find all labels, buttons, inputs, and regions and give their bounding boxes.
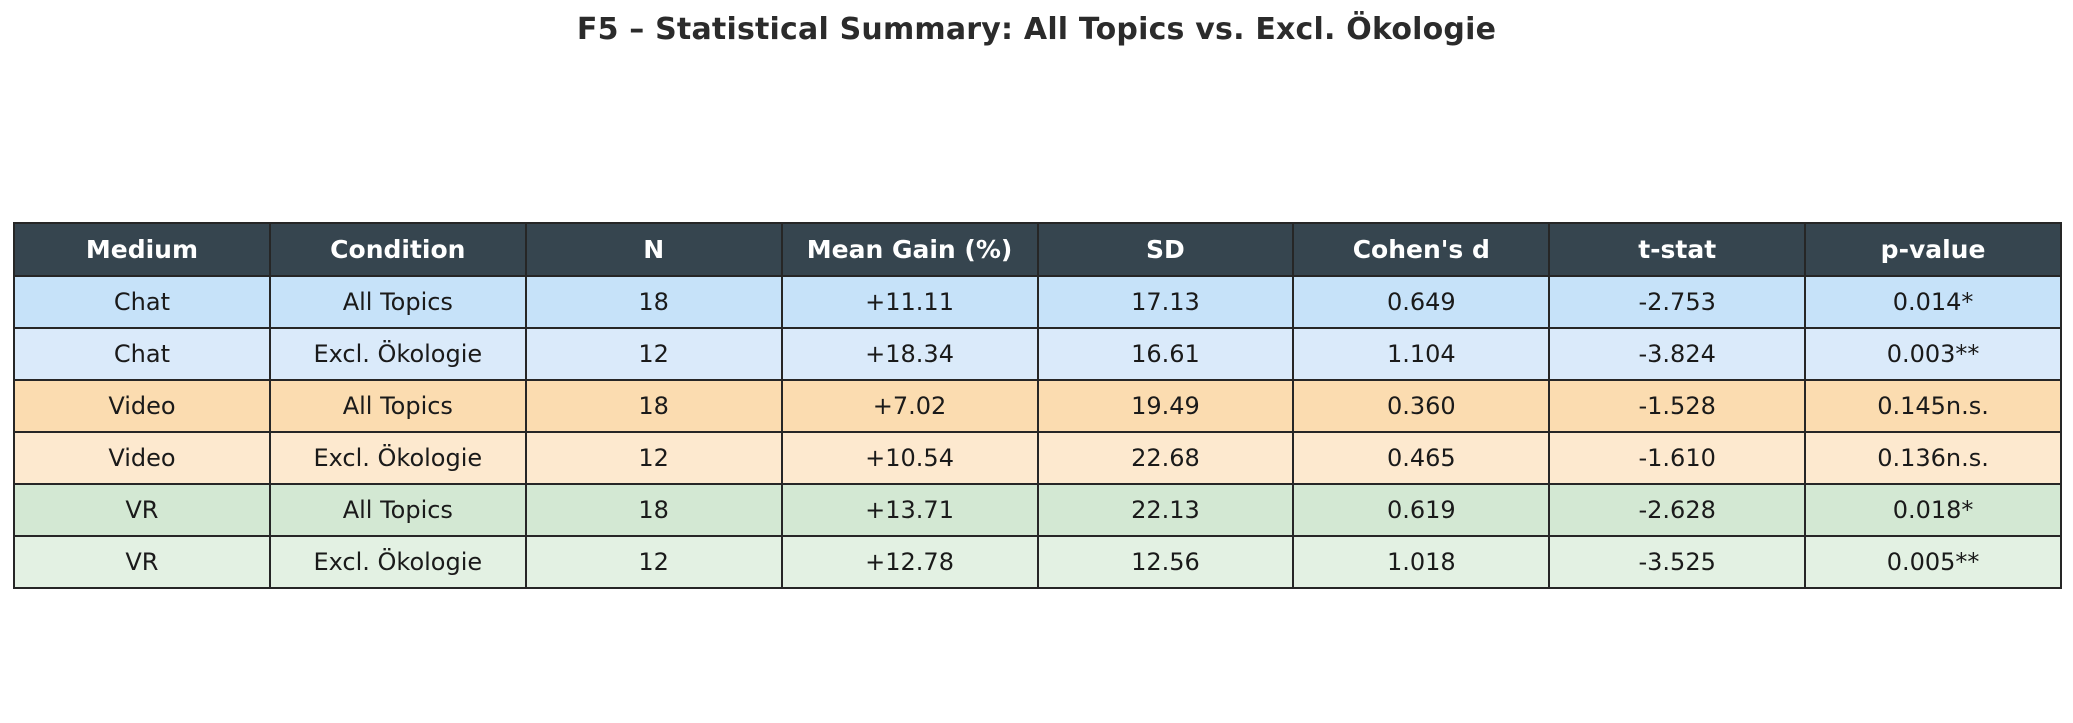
cell-mean-gain: +13.71 [780,483,1039,537]
cell-t-stat: -1.528 [1548,379,1807,433]
table-row-vr-all-topics: VR All Topics 18 +13.71 22.13 0.619 -2.6… [13,483,2062,537]
cell-cohens-d: 1.018 [1292,535,1551,589]
cell-condition: Excl. Ökologie [268,535,527,589]
cell-cohens-d: 0.465 [1292,431,1551,485]
cell-mean-gain: +10.54 [780,431,1039,485]
cell-medium: VR [13,483,271,537]
cell-mean-gain: +11.11 [780,275,1039,329]
cell-medium: Chat [13,275,271,329]
cell-condition: Excl. Ökologie [268,431,527,485]
cell-condition: All Topics [268,379,527,433]
cell-medium: VR [13,535,271,589]
cell-n: 12 [524,327,783,381]
column-header-n: N [524,222,783,277]
cell-condition: All Topics [268,483,527,537]
cell-cohens-d: 1.104 [1292,327,1551,381]
cell-sd: 22.13 [1036,483,1295,537]
column-header-p-value: p-value [1804,222,2062,277]
cell-condition: Excl. Ökologie [268,327,527,381]
cell-sd: 16.61 [1036,327,1295,381]
column-header-t-stat: t-stat [1548,222,1807,277]
cell-n: 18 [524,379,783,433]
cell-sd: 12.56 [1036,535,1295,589]
cell-cohens-d: 0.360 [1292,379,1551,433]
cell-t-stat: -3.824 [1548,327,1807,381]
table-row-video-all-topics: Video All Topics 18 +7.02 19.49 0.360 -1… [13,379,2062,433]
cell-cohens-d: 0.649 [1292,275,1551,329]
cell-p-value: 0.005** [1804,535,2062,589]
figure-title: F5 – Statistical Summary: All Topics vs.… [576,12,1497,47]
cell-mean-gain: +18.34 [780,327,1039,381]
cell-medium: Video [13,431,271,485]
cell-sd: 19.49 [1036,379,1295,433]
cell-p-value: 0.136n.s. [1804,431,2062,485]
cell-medium: Chat [13,327,271,381]
cell-medium: Video [13,379,271,433]
cell-p-value: 0.003** [1804,327,2062,381]
cell-cohens-d: 0.619 [1292,483,1551,537]
table-body: Chat All Topics 18 +11.11 17.13 0.649 -2… [13,275,2062,589]
table-header: Medium Condition N Mean Gain (%) SD Cohe… [13,222,2062,277]
cell-p-value: 0.014* [1804,275,2062,329]
cell-mean-gain: +7.02 [780,379,1039,433]
cell-t-stat: -2.753 [1548,275,1807,329]
cell-n: 12 [524,431,783,485]
table-row-video-excl-oekologie: Video Excl. Ökologie 12 +10.54 22.68 0.4… [13,431,2062,485]
cell-p-value: 0.018* [1804,483,2062,537]
cell-n: 12 [524,535,783,589]
cell-p-value: 0.145n.s. [1804,379,2062,433]
cell-t-stat: -1.610 [1548,431,1807,485]
table-row-chat-all-topics: Chat All Topics 18 +11.11 17.13 0.649 -2… [13,275,2062,329]
statistical-summary-table: Medium Condition N Mean Gain (%) SD Cohe… [13,222,2062,589]
cell-sd: 22.68 [1036,431,1295,485]
header-row: Medium Condition N Mean Gain (%) SD Cohe… [13,222,2062,277]
table-row-vr-excl-oekologie: VR Excl. Ökologie 12 +12.78 12.56 1.018 … [13,535,2062,589]
table-row-chat-excl-oekologie: Chat Excl. Ökologie 12 +18.34 16.61 1.10… [13,327,2062,381]
cell-t-stat: -2.628 [1548,483,1807,537]
column-header-cohens-d: Cohen's d [1292,222,1551,277]
column-header-condition: Condition [268,222,527,277]
cell-n: 18 [524,275,783,329]
column-header-sd: SD [1036,222,1295,277]
column-header-mean-gain: Mean Gain (%) [780,222,1039,277]
column-header-medium: Medium [13,222,271,277]
cell-sd: 17.13 [1036,275,1295,329]
cell-t-stat: -3.525 [1548,535,1807,589]
cell-n: 18 [524,483,783,537]
cell-mean-gain: +12.78 [780,535,1039,589]
cell-condition: All Topics [268,275,527,329]
